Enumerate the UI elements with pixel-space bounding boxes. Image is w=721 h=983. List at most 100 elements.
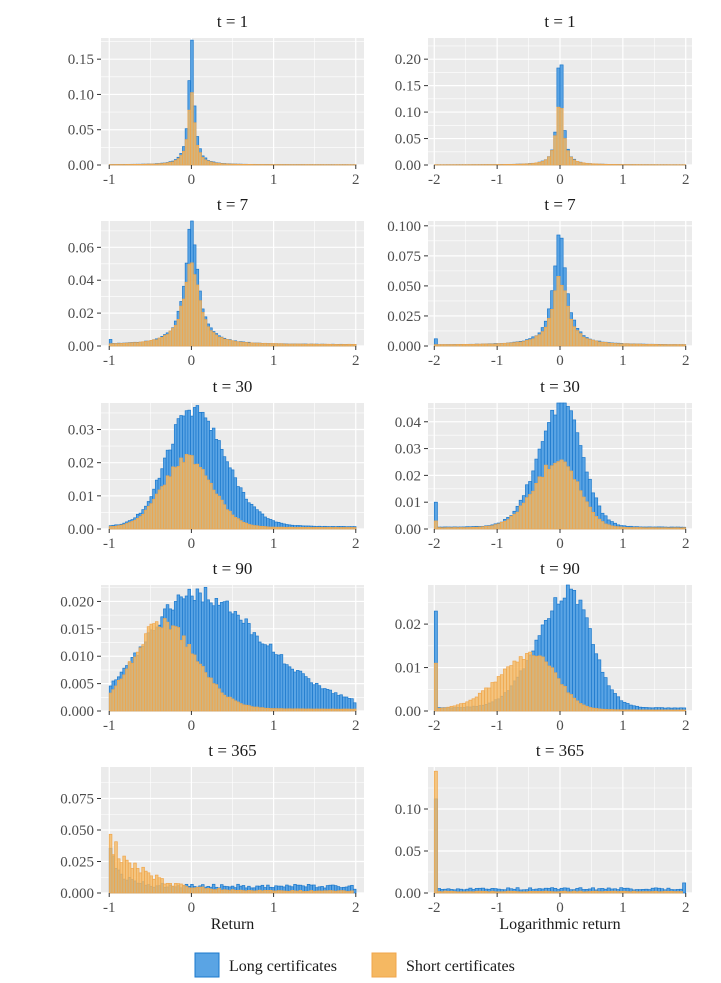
short-bar: [565, 692, 570, 712]
long-bar: [244, 618, 248, 712]
x-tick-label: 1: [270, 353, 278, 369]
short-bar: [179, 457, 183, 530]
y-tick-label: 0.00: [395, 158, 421, 174]
short-bars: [433, 106, 687, 166]
long-bar: [328, 689, 332, 712]
short-bar: [247, 342, 251, 347]
short-bar: [152, 163, 156, 166]
short-bar: [660, 891, 665, 894]
short-bar: [575, 330, 580, 347]
short-bar: [244, 890, 248, 894]
short-bar: [146, 340, 151, 347]
long-bar: [247, 623, 251, 712]
y-tick-label: 0.010: [60, 649, 94, 665]
short-bar: [309, 708, 313, 712]
short-bar: [163, 162, 167, 166]
short-bar: [328, 708, 332, 712]
histogram-panel: 0.00 0.02 0.04 0.06 -1 0 1 2 t = 7: [68, 195, 364, 369]
short-bar: [173, 160, 178, 166]
short-bar: [471, 698, 476, 712]
short-bar: [165, 621, 170, 712]
short-bar: [135, 651, 140, 712]
short-bar: [525, 163, 529, 166]
short-bar: [462, 702, 467, 712]
short-bar: [537, 655, 542, 712]
short-bar: [650, 891, 655, 894]
short-bar: [309, 527, 313, 530]
short-bar: [171, 625, 175, 712]
short-bar: [512, 163, 517, 166]
short-bar: [146, 506, 151, 530]
short-bar: [635, 343, 639, 347]
long-bar: [230, 613, 235, 712]
short-bar: [509, 890, 514, 894]
short-bar: [301, 891, 305, 894]
short-bar: [540, 477, 545, 530]
short-bar: [443, 527, 448, 530]
short-bar: [613, 526, 617, 530]
short-bar: [578, 162, 583, 166]
short-bar: [168, 629, 172, 712]
short-bar: [203, 475, 208, 530]
short-bar: [141, 513, 145, 530]
short-bar: [122, 524, 126, 530]
y-tick-label: 0.00: [395, 522, 421, 538]
short-bar: [114, 841, 118, 894]
short-bar: [144, 163, 148, 166]
short-bar: [282, 890, 286, 894]
short-bar: [258, 889, 262, 894]
short-bar: [171, 327, 175, 347]
short-bar: [543, 159, 548, 166]
short-bar: [569, 891, 573, 894]
short-bar: [201, 666, 205, 712]
short-bar: [217, 336, 221, 347]
short-bar: [493, 891, 498, 894]
x-tick-label: 2: [352, 536, 360, 552]
short-bar: [125, 668, 129, 712]
short-bar: [679, 527, 683, 530]
short-bar: [163, 484, 167, 530]
short-bar: [547, 156, 551, 166]
short-bar: [449, 705, 454, 712]
short-bar: [531, 490, 536, 530]
short-bar: [252, 890, 257, 894]
short-bar: [660, 709, 665, 712]
short-bar: [298, 708, 303, 712]
short-bar: [317, 343, 322, 347]
short-bar: [455, 891, 460, 894]
short-bar: [108, 526, 113, 530]
short-bars: [433, 770, 683, 894]
short-bar: [220, 889, 224, 894]
short-bar: [641, 891, 646, 894]
y-tick-label: 0.000: [387, 339, 421, 355]
y-tick-label: 0.10: [68, 87, 94, 103]
long-bar: [317, 685, 322, 712]
short-bar: [506, 342, 511, 347]
short-bar: [157, 489, 162, 530]
x-tick-label: -1: [103, 900, 116, 916]
short-bar: [487, 687, 492, 712]
short-bar: [285, 890, 289, 894]
short-bar: [315, 708, 319, 712]
short-bar: [496, 523, 501, 530]
short-bar: [452, 705, 457, 712]
short-bar: [209, 888, 213, 894]
short-bar: [268, 343, 273, 347]
long-bar: [609, 689, 614, 712]
short-bar: [562, 686, 567, 712]
short-bar: [195, 661, 200, 712]
short-bar: [446, 344, 451, 347]
short-bar: [581, 336, 586, 347]
short-bar: [669, 344, 674, 347]
short-bar: [203, 672, 208, 712]
short-bar: [325, 527, 330, 530]
short-bar: [619, 890, 624, 894]
short-bar: [127, 164, 132, 166]
short-bar: [481, 890, 485, 894]
short-bar: [578, 890, 583, 894]
long-bar: [225, 600, 229, 712]
short-bar: [653, 344, 658, 347]
short-bar: [217, 887, 221, 894]
short-bar: [672, 344, 677, 347]
